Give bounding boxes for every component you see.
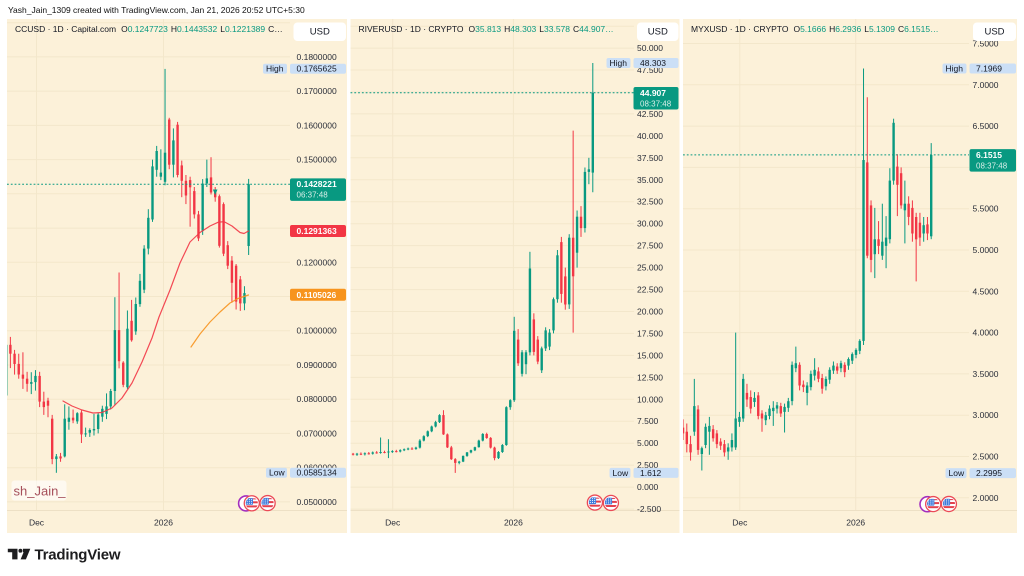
svg-text:6.1515: 6.1515 <box>976 150 1002 160</box>
svg-text:Dec: Dec <box>732 518 748 528</box>
svg-text:0.0800000: 0.0800000 <box>297 394 337 404</box>
svg-text:High: High <box>266 64 284 74</box>
svg-text:7.0000: 7.0000 <box>973 80 999 90</box>
svg-text:20.000: 20.000 <box>637 307 663 317</box>
svg-text:2026: 2026 <box>504 518 523 528</box>
svg-text:35.000: 35.000 <box>637 175 663 185</box>
svg-text:08:37:48: 08:37:48 <box>976 161 1008 170</box>
svg-text:2026: 2026 <box>846 518 865 528</box>
svg-text:2.2995: 2.2995 <box>976 468 1002 478</box>
svg-text:0.1800000: 0.1800000 <box>297 52 337 62</box>
svg-text:0.1500000: 0.1500000 <box>297 155 337 165</box>
svg-text:08:37:48: 08:37:48 <box>640 99 672 108</box>
svg-text:0.1765625: 0.1765625 <box>297 64 337 74</box>
svg-text:Low: Low <box>269 468 285 478</box>
svg-text:1.612: 1.612 <box>640 468 662 478</box>
svg-text:06:37:48: 06:37:48 <box>297 191 329 200</box>
svg-text:27.500: 27.500 <box>637 241 663 251</box>
svg-text:0.1000000: 0.1000000 <box>297 326 337 336</box>
svg-text:0.0585134: 0.0585134 <box>297 468 337 478</box>
svg-text:30.000: 30.000 <box>637 219 663 229</box>
svg-text:42.500: 42.500 <box>637 109 663 119</box>
svg-text:0.000: 0.000 <box>637 482 659 492</box>
svg-text:0.0500000: 0.0500000 <box>297 497 337 507</box>
svg-text:48.303: 48.303 <box>640 58 666 68</box>
svg-text:32.500: 32.500 <box>637 197 663 207</box>
svg-text:5.0000: 5.0000 <box>973 245 999 255</box>
svg-text:7.5000: 7.5000 <box>973 39 999 49</box>
svg-text:47.500: 47.500 <box>637 65 663 75</box>
svg-text:3.0000: 3.0000 <box>973 410 999 420</box>
svg-text:0.1428221: 0.1428221 <box>297 179 337 189</box>
svg-text:7.500: 7.500 <box>637 416 659 426</box>
svg-text:Dec: Dec <box>29 518 45 528</box>
svg-text:17.500: 17.500 <box>637 328 663 338</box>
svg-text:sh_Jain_: sh_Jain_ <box>14 484 67 499</box>
svg-text:0.0700000: 0.0700000 <box>297 428 337 438</box>
svg-text:15.000: 15.000 <box>637 350 663 360</box>
svg-text:-2.500: -2.500 <box>637 504 661 514</box>
svg-text:37.500: 37.500 <box>637 153 663 163</box>
svg-text:3.5000: 3.5000 <box>973 369 999 379</box>
svg-text:High: High <box>946 64 964 74</box>
svg-text:5.5000: 5.5000 <box>973 204 999 214</box>
svg-text:USD: USD <box>984 27 1004 38</box>
svg-text:0.1105026: 0.1105026 <box>297 290 337 300</box>
svg-text:40.000: 40.000 <box>637 131 663 141</box>
svg-text:2026: 2026 <box>154 518 173 528</box>
svg-text:Low: Low <box>613 468 629 478</box>
svg-text:4.0000: 4.0000 <box>973 328 999 338</box>
svg-text:USD: USD <box>648 27 668 38</box>
svg-text:12.500: 12.500 <box>637 372 663 382</box>
svg-text:High: High <box>610 58 628 68</box>
svg-text:6.5000: 6.5000 <box>973 121 999 131</box>
svg-text:2.5000: 2.5000 <box>973 452 999 462</box>
svg-text:0.1291363: 0.1291363 <box>297 226 337 236</box>
svg-text:7.1969: 7.1969 <box>976 64 1002 74</box>
svg-text:Dec: Dec <box>385 518 401 528</box>
svg-text:USD: USD <box>310 27 330 38</box>
svg-text:0.1700000: 0.1700000 <box>297 86 337 96</box>
svg-text:22.500: 22.500 <box>637 285 663 295</box>
svg-text:TradingView: TradingView <box>35 547 121 564</box>
svg-text:2.0000: 2.0000 <box>973 493 999 503</box>
svg-text:4.5000: 4.5000 <box>973 286 999 296</box>
svg-text:2.500: 2.500 <box>637 460 659 470</box>
svg-text:0.1600000: 0.1600000 <box>297 120 337 130</box>
svg-text:0.0900000: 0.0900000 <box>297 360 337 370</box>
svg-text:50.000: 50.000 <box>637 43 663 53</box>
svg-text:10.000: 10.000 <box>637 394 663 404</box>
svg-text:0.1200000: 0.1200000 <box>297 257 337 267</box>
svg-text:44.907: 44.907 <box>640 88 666 98</box>
svg-text:25.000: 25.000 <box>637 263 663 273</box>
svg-text:Low: Low <box>949 468 965 478</box>
svg-text:5.000: 5.000 <box>637 438 659 448</box>
svg-text:Yash_Jain_1309 created with Tr: Yash_Jain_1309 created with TradingView.… <box>8 5 305 15</box>
